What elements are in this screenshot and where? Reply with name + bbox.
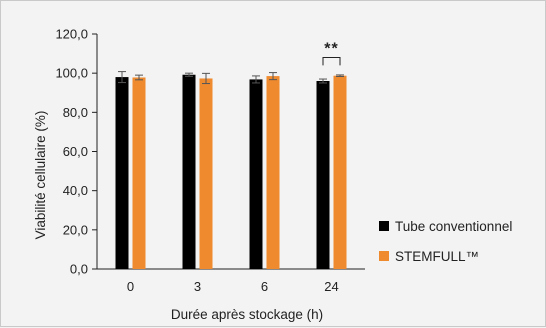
legend-swatch-stemfull	[379, 251, 389, 261]
bar	[115, 77, 129, 269]
y-axis-title: Viabilité cellulaire (%)	[33, 111, 48, 240]
bar	[249, 79, 263, 269]
y-tick-label: 20,0	[63, 222, 88, 237]
bar	[199, 78, 213, 270]
y-tick-label: 40,0	[63, 183, 88, 198]
y-ticks: 0,0 20,0 40,0 60,0 80,0 100,0 120,0	[55, 27, 97, 277]
bar	[132, 77, 146, 269]
y-tick-label: 0,0	[70, 262, 88, 277]
bar	[316, 81, 330, 269]
x-tick-label: 24	[324, 279, 338, 294]
x-axis-title: Durée après stockage (h)	[171, 307, 323, 322]
error-bars	[118, 71, 344, 85]
legend-label-tube-conventionnel: Tube conventionnel	[395, 219, 512, 234]
x-tick-label: 0	[127, 279, 134, 294]
legend-swatch-tube-conventionnel	[379, 221, 389, 231]
bar	[333, 75, 347, 270]
x-tick-label: 6	[261, 279, 268, 294]
y-tick-label: 120,0	[55, 27, 88, 42]
y-tick-label: 80,0	[63, 105, 88, 120]
x-tick-label: 3	[194, 279, 201, 294]
legend-label-stemfull: STEMFULL™	[395, 249, 479, 264]
y-tick-label: 60,0	[63, 144, 88, 159]
bars	[115, 74, 347, 270]
bar	[266, 76, 280, 270]
y-tick-label: 100,0	[55, 66, 88, 81]
bar	[182, 74, 196, 269]
x-ticks: 0 3 6 24	[127, 279, 339, 294]
legend: Tube conventionnel STEMFULL™	[379, 219, 512, 264]
significance-label: **	[324, 41, 338, 58]
significance-annotation: **	[322, 41, 341, 66]
significance-bracket	[322, 57, 341, 66]
